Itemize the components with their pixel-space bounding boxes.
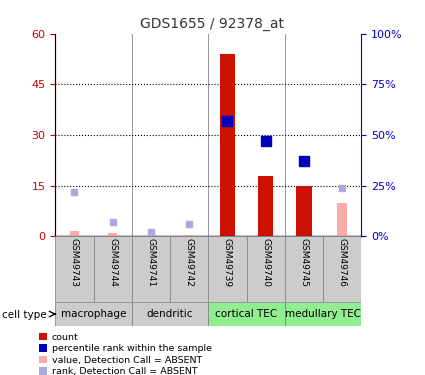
Bar	[170, 236, 208, 302]
Bar	[323, 236, 361, 302]
Text: cortical TEC: cortical TEC	[215, 309, 278, 319]
Text: GSM49742: GSM49742	[184, 238, 194, 287]
Bar	[55, 236, 94, 302]
Text: medullary TEC: medullary TEC	[285, 309, 361, 319]
Bar	[337, 202, 347, 236]
Text: GDS1655 / 92378_at: GDS1655 / 92378_at	[141, 17, 284, 31]
Bar	[108, 233, 117, 236]
Text: GSM49746: GSM49746	[337, 238, 347, 287]
Text: macrophage: macrophage	[61, 309, 126, 319]
Text: cell type: cell type	[2, 310, 47, 320]
Text: GSM49745: GSM49745	[299, 238, 309, 287]
Bar	[285, 302, 361, 326]
Bar	[55, 302, 132, 326]
Bar	[70, 231, 79, 236]
Bar	[246, 236, 285, 302]
Bar	[296, 186, 312, 236]
Bar	[132, 302, 208, 326]
Text: GSM49743: GSM49743	[70, 238, 79, 287]
Bar	[208, 236, 246, 302]
Text: GSM49739: GSM49739	[223, 238, 232, 287]
Text: dendritic: dendritic	[147, 309, 193, 319]
Bar	[258, 176, 273, 236]
Text: GSM49741: GSM49741	[146, 238, 156, 287]
Bar	[184, 235, 194, 236]
Bar	[285, 236, 323, 302]
Bar	[94, 236, 132, 302]
Bar	[220, 54, 235, 236]
Legend: count, percentile rank within the sample, value, Detection Call = ABSENT, rank, : count, percentile rank within the sample…	[39, 333, 212, 375]
Bar	[208, 302, 285, 326]
Text: GSM49740: GSM49740	[261, 238, 270, 287]
Bar	[146, 235, 156, 236]
Bar	[132, 236, 170, 302]
Text: GSM49744: GSM49744	[108, 238, 117, 287]
